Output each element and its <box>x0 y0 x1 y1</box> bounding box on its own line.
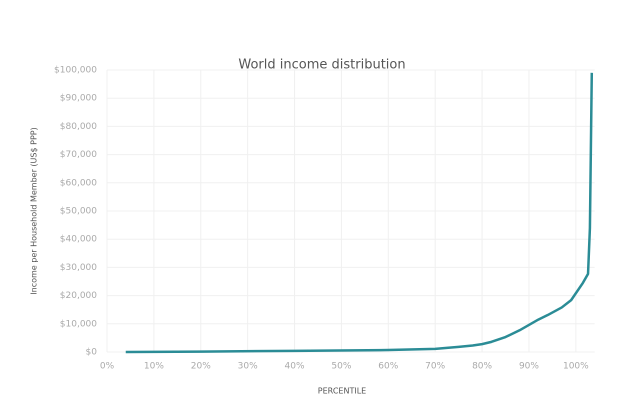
x-tick-label: 90% <box>519 362 539 372</box>
y-tick-label: $40,000 <box>60 235 97 245</box>
y-tick-label: $0 <box>86 348 98 358</box>
y-tick-label: $90,000 <box>60 94 97 104</box>
x-tick-label: 0% <box>100 362 115 372</box>
x-axis-title: PERCENTILE <box>318 387 366 396</box>
x-tick-label: 50% <box>331 362 351 372</box>
y-tick-label: $30,000 <box>60 263 97 273</box>
chart-title: World income distribution <box>238 58 405 73</box>
x-tick-label: 60% <box>378 362 398 372</box>
y-tick-label: $80,000 <box>60 122 97 132</box>
x-tick-label: 30% <box>238 362 258 372</box>
y-axis-title: Income per Household Member (US$ PPP) <box>30 127 39 294</box>
y-tick-label: $20,000 <box>60 291 97 301</box>
y-tick-label: $60,000 <box>60 178 97 188</box>
y-tick-label: $10,000 <box>60 319 97 329</box>
x-tick-label: 10% <box>144 362 164 372</box>
x-tick-label: 100% <box>563 362 589 372</box>
y-tick-label: $50,000 <box>60 207 97 217</box>
x-tick-label: 70% <box>425 362 445 372</box>
line-series <box>125 72 594 354</box>
x-tick-label: 20% <box>191 362 211 372</box>
x-tick-label: 40% <box>285 362 305 372</box>
y-tick-label: $70,000 <box>60 150 97 160</box>
y-tick-label: $100,000 <box>54 66 97 76</box>
x-tick-label: 80% <box>472 362 492 372</box>
